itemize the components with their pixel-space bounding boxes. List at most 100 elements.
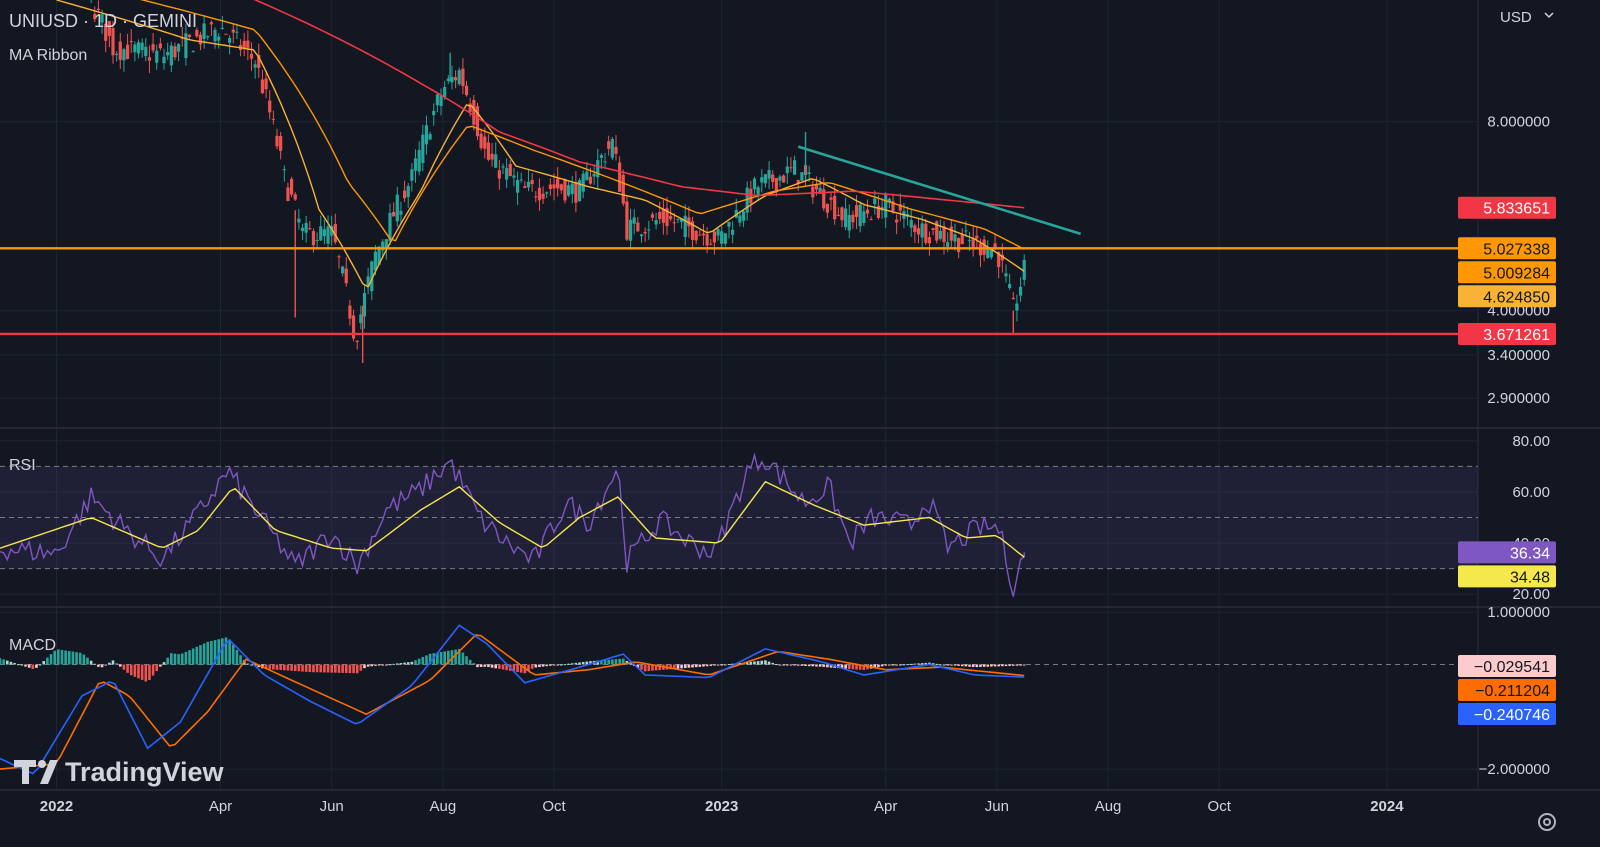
macd-histogram-bar [943,665,946,666]
macd-histogram-bar [1023,665,1026,666]
macd-histogram-bar [305,665,308,672]
price-axis-tick-label: 8.000000 [1487,114,1550,131]
macd-histogram-bar [549,665,552,666]
macd-histogram-bar [483,665,486,667]
x-tick-label: Aug [430,798,457,815]
macd-histogram-bar [801,665,804,666]
macd-histogram-bar [385,665,388,666]
price-candle [935,220,938,243]
macd-histogram-bar [753,661,756,664]
macd-histogram-bar [152,665,155,676]
macd-histogram-bar [232,645,235,665]
macd-histogram-bar [709,665,712,666]
tradingview-logo-text: TradingView [65,757,225,787]
macd-histogram-bar [236,650,239,665]
macd-histogram-bar [86,658,89,665]
macd-histogram-bar [534,665,537,668]
macd-histogram-bar [203,643,206,664]
macd-histogram-bar [997,665,1000,667]
macd-histogram-bar [64,650,67,664]
macd-histogram-bar [644,665,647,672]
macd-histogram-bar [706,665,709,667]
macd-histogram-bar [1005,665,1008,667]
macd-histogram-bar [979,665,982,667]
macd-histogram-bar [93,664,96,665]
x-tick-label: 2022 [40,798,73,815]
macd-histogram-bar [123,665,126,670]
macd-histogram-bar [771,663,774,665]
macd-histogram-bar [279,665,282,671]
macd-histogram-bar [46,658,49,665]
macd-histogram-bar [61,650,64,665]
macd-histogram-bar [319,665,322,673]
macd-histogram-bar [647,665,650,672]
macd-histogram-bar [750,662,753,665]
macd-histogram-bar [906,664,909,665]
macd-histogram-bar [1019,665,1022,666]
macd-histogram-bar [381,665,384,666]
macd-histogram-bar [228,640,231,665]
macd-histogram-bar [294,665,297,672]
macd-histogram-bar [185,652,188,665]
macd-histogram-bar [968,665,971,667]
macd-histogram-bar [330,665,333,673]
currency-selector[interactable]: USD [1500,9,1532,26]
price-label-badge: 5.009284 [1458,261,1556,283]
macd-histogram-bar [407,662,410,664]
macd-histogram-bar [338,665,341,673]
rsi-value-badge: 34.48 [1458,565,1556,587]
macd-histogram-bar [414,660,417,664]
macd-histogram-bar [283,665,286,671]
macd-histogram-bar [174,654,177,665]
macd-axis-tick-label: 1.000000 [1487,604,1550,621]
macd-histogram-bar [760,661,763,665]
macd-histogram-bar [276,665,279,670]
macd-histogram-bar [884,665,887,666]
macd-histogram-bar [491,665,494,668]
macd-histogram-bar [411,662,414,665]
macd-histogram-bar [323,665,326,673]
symbol-title[interactable]: UNIUSD · 1D · GEMINI [9,11,197,31]
macd-histogram-bar [1012,665,1015,666]
macd-histogram-bar [148,665,151,680]
macd-histogram-bar [914,664,917,665]
macd-histogram-bar [250,665,253,666]
macd-histogram-bar [728,664,731,665]
macd-histogram-bar [542,665,545,667]
macd-histogram-bar [370,665,373,667]
macd-histogram-bar [141,665,144,680]
macd-histogram-bar [965,665,968,667]
x-tick-label: Apr [209,798,232,815]
macd-histogram-bar [24,665,27,667]
macd-histogram-bar [290,665,293,671]
x-tick-label: Oct [1208,798,1232,815]
macd-histogram-bar [352,665,355,674]
macd-histogram-bar [316,665,319,673]
macd-histogram-bar [768,662,771,665]
macd-histogram-bar [844,665,847,669]
svg-text:5.833651: 5.833651 [1483,201,1550,218]
rsi-axis-tick-label: 80.00 [1512,433,1550,450]
macd-histogram-bar [717,665,720,666]
macd-histogram-bar [0,658,1,664]
macd-histogram-bar [702,665,705,667]
macd-histogram-bar [378,665,381,666]
macd-histogram-bar [822,665,825,667]
macd-histogram-bar [779,665,782,666]
macd-histogram-bar [79,653,82,665]
macd-histogram-bar [367,665,370,667]
price-axis-tick-label: 2.900000 [1487,390,1550,407]
price-candle [611,137,614,160]
macd-histogram-bar [607,660,610,665]
macd-histogram-bar [812,665,815,667]
macd-histogram-bar [101,665,104,668]
macd-histogram-bar [134,665,137,677]
macd-histogram-bar [90,661,93,665]
macd-histogram-bar [21,665,24,666]
macd-histogram-bar [35,665,38,668]
indicator-label-ma-ribbon[interactable]: MA Ribbon [9,47,87,64]
price-label-badge: 4.624850 [1458,285,1556,307]
macd-histogram-bar [32,665,35,669]
macd-histogram-bar [363,665,366,669]
